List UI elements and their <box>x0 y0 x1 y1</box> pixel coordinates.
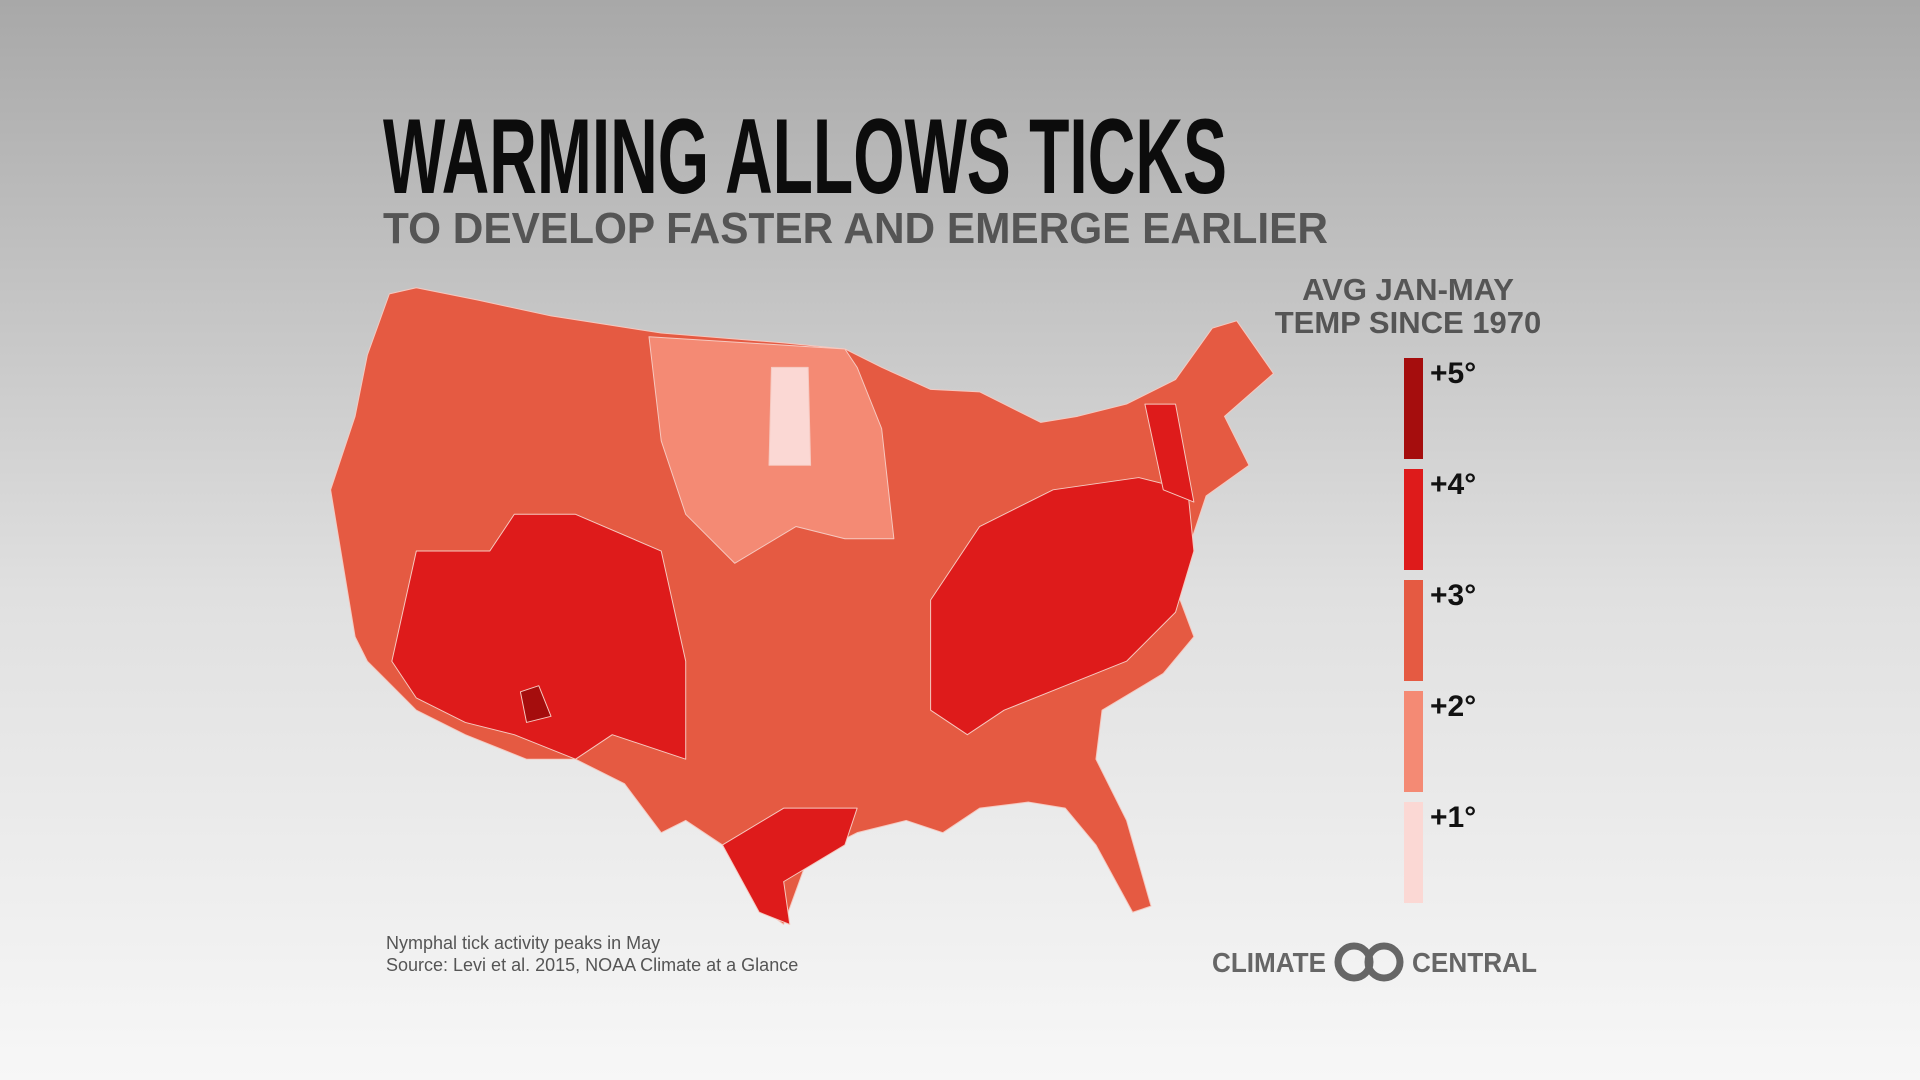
legend-label: +2° <box>1430 690 1476 723</box>
note: Nymphal tick activity peaks in May <box>386 933 660 953</box>
note: Source: Levi et al. 2015, NOAA Climate a… <box>386 955 798 975</box>
map-region <box>391 513 687 760</box>
legend-swatch <box>1404 358 1423 459</box>
legend: +5° +4° +3° +2° +1° <box>1404 357 1476 903</box>
subtitle: TO DEVELOP FASTER AND EMERGE EARLIER <box>383 204 1328 253</box>
title: WARMING ALLOWS TICKS <box>383 96 1227 216</box>
logo: CLIMATE CENTRAL <box>1212 942 1537 982</box>
legend-title: TEMP SINCE 1970 <box>1275 305 1541 340</box>
legend-label: +3° <box>1430 579 1476 612</box>
logo-mark <box>1364 942 1404 982</box>
map-base <box>330 287 1274 925</box>
legend-label: +5° <box>1430 357 1476 390</box>
legend-title: AVG JAN-MAY <box>1302 272 1514 307</box>
legend-swatch <box>1404 802 1423 903</box>
legend-label: +1° <box>1430 801 1476 834</box>
logo-text: CLIMATE <box>1212 947 1326 978</box>
legend-swatch <box>1404 580 1423 681</box>
logo-text: CENTRAL <box>1412 947 1537 978</box>
legend-swatch <box>1404 691 1423 792</box>
map-region <box>721 807 858 925</box>
legend-label: +4° <box>1430 468 1476 501</box>
map-region <box>768 366 812 466</box>
map-region <box>519 685 552 723</box>
map-region <box>1144 403 1195 503</box>
legend-swatch <box>1404 469 1423 570</box>
map-region <box>930 477 1195 736</box>
us-map <box>330 287 1274 925</box>
